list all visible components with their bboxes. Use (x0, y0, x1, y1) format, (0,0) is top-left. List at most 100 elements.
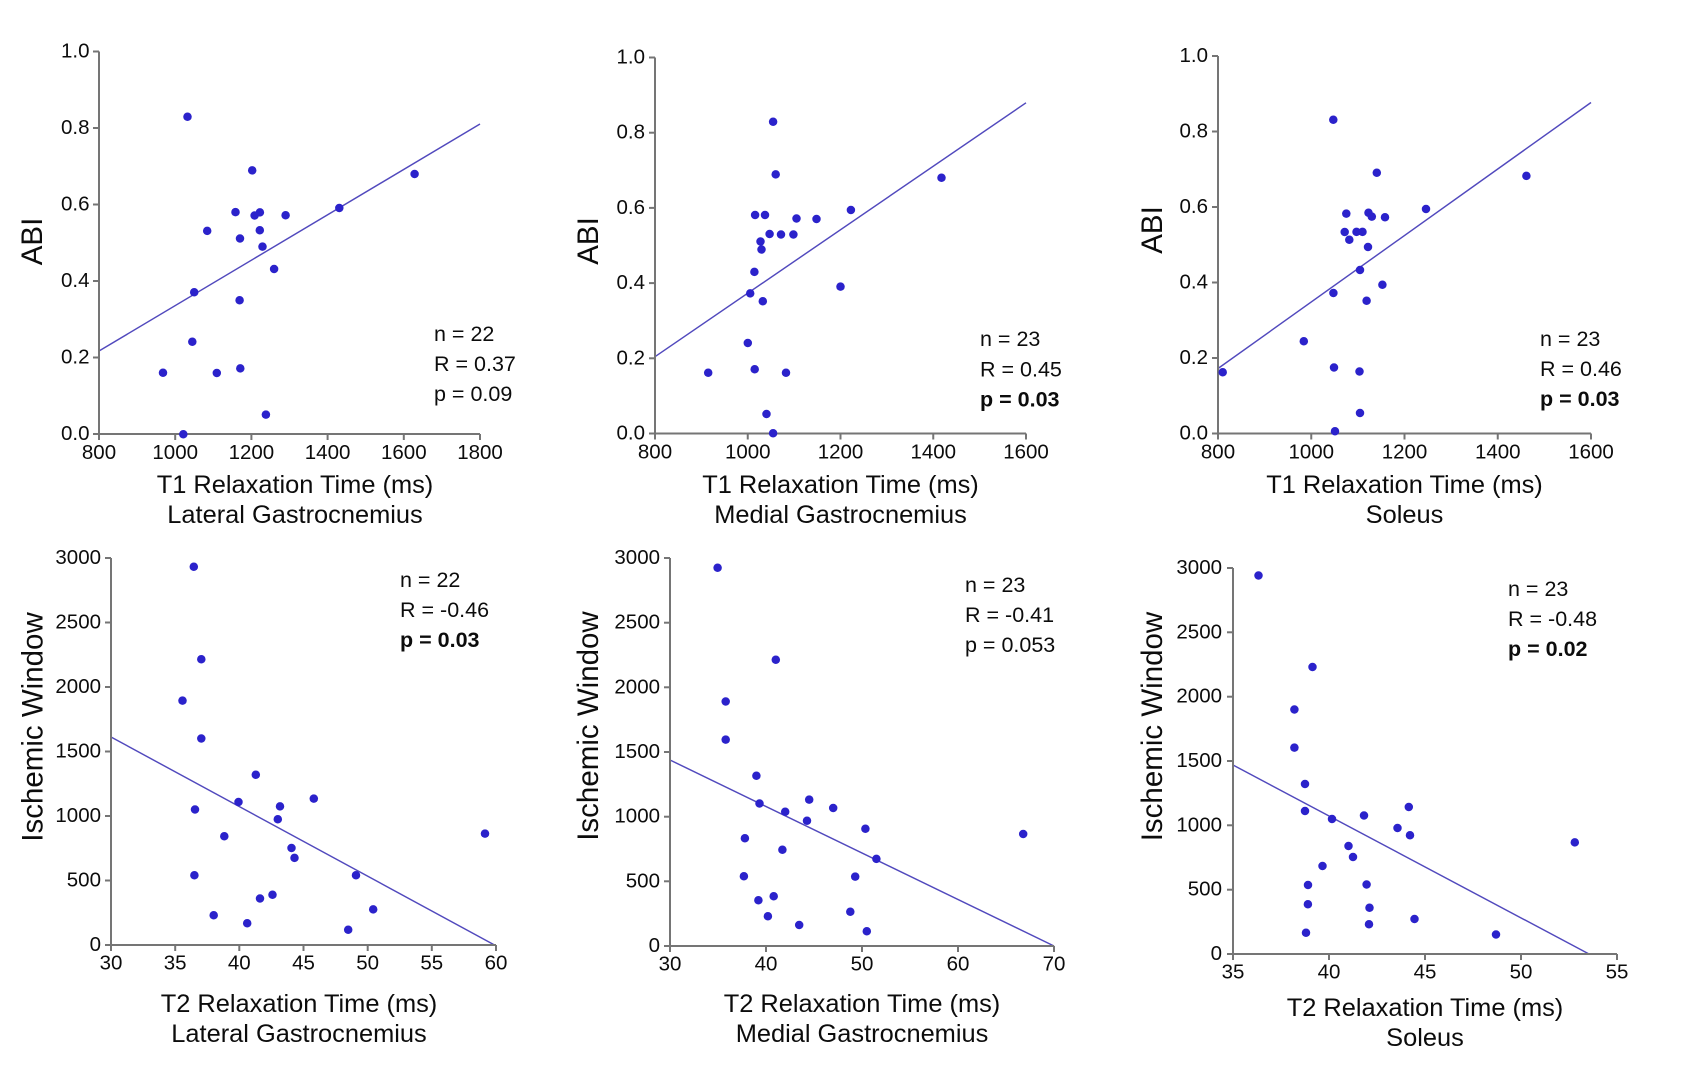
svg-text:0.4: 0.4 (61, 269, 90, 292)
svg-text:1000: 1000 (614, 805, 660, 828)
svg-text:0.6: 0.6 (617, 196, 646, 219)
svg-text:Lateral Gastrocnemius: Lateral Gastrocnemius (167, 501, 422, 529)
svg-text:Ischemic Window: Ischemic Window (1136, 611, 1169, 841)
svg-text:0.8: 0.8 (61, 116, 90, 139)
svg-text:1000: 1000 (1288, 441, 1334, 464)
svg-text:0.2: 0.2 (61, 346, 90, 369)
svg-text:Ischemic Window: Ischemic Window (572, 611, 605, 841)
svg-text:0.8: 0.8 (617, 121, 646, 144)
svg-text:0: 0 (649, 934, 660, 957)
svg-text:60: 60 (485, 952, 508, 975)
svg-text:1500: 1500 (614, 740, 660, 763)
svg-text:T2 Relaxation Time (ms): T2 Relaxation Time (ms) (724, 990, 1001, 1018)
svg-text:Ischemic Window: Ischemic Window (17, 612, 50, 842)
svg-text:0: 0 (1211, 942, 1222, 965)
svg-text:1800: 1800 (457, 441, 503, 464)
svg-text:2500: 2500 (614, 611, 660, 634)
svg-text:1600: 1600 (1003, 441, 1049, 464)
svg-text:30: 30 (659, 953, 682, 976)
svg-text:800: 800 (1201, 441, 1235, 464)
svg-text:70: 70 (1043, 953, 1066, 976)
svg-text:p = 0.03: p = 0.03 (400, 628, 480, 652)
svg-text:Medial Gastrocnemius: Medial Gastrocnemius (736, 1020, 989, 1048)
svg-text:0.8: 0.8 (1180, 120, 1209, 143)
svg-text:1500: 1500 (1176, 749, 1222, 772)
svg-text:T2 Relaxation Time (ms): T2 Relaxation Time (ms) (161, 990, 438, 1018)
svg-text:800: 800 (638, 441, 672, 464)
svg-text:0.2: 0.2 (1180, 346, 1209, 369)
svg-text:T1 Relaxation Time (ms): T1 Relaxation Time (ms) (157, 471, 434, 499)
svg-text:2000: 2000 (55, 675, 101, 698)
svg-text:0.4: 0.4 (617, 271, 646, 294)
svg-text:p = 0.09: p = 0.09 (434, 382, 512, 406)
svg-text:1.0: 1.0 (617, 46, 646, 69)
svg-text:1.0: 1.0 (61, 40, 90, 63)
svg-text:3000: 3000 (55, 546, 101, 569)
svg-text:1000: 1000 (725, 441, 771, 464)
svg-text:Medial Gastrocnemius: Medial Gastrocnemius (714, 501, 967, 529)
svg-text:R = -0.41: R = -0.41 (965, 603, 1054, 627)
svg-text:2500: 2500 (1176, 620, 1222, 643)
svg-text:R = 0.45: R = 0.45 (980, 358, 1062, 382)
svg-text:1400: 1400 (910, 441, 956, 464)
svg-text:1.0: 1.0 (1180, 44, 1209, 67)
svg-text:0.6: 0.6 (1180, 195, 1209, 218)
svg-text:R = -0.46: R = -0.46 (400, 598, 489, 622)
svg-text:500: 500 (626, 869, 660, 892)
svg-text:2000: 2000 (1176, 685, 1222, 708)
svg-text:0.0: 0.0 (1180, 422, 1209, 445)
svg-text:ABI: ABI (572, 217, 605, 265)
svg-text:ABI: ABI (1136, 206, 1169, 254)
svg-text:50: 50 (1510, 961, 1533, 984)
svg-text:p = 0.03: p = 0.03 (1540, 387, 1620, 411)
svg-text:1200: 1200 (1382, 441, 1428, 464)
svg-text:1400: 1400 (305, 441, 351, 464)
svg-text:35: 35 (1222, 961, 1245, 984)
svg-text:n = 23: n = 23 (965, 573, 1025, 597)
svg-text:40: 40 (228, 952, 251, 975)
svg-text:Soleus: Soleus (1366, 501, 1444, 529)
svg-text:500: 500 (67, 869, 101, 892)
svg-text:1500: 1500 (55, 740, 101, 763)
svg-text:1200: 1200 (818, 441, 864, 464)
svg-text:n = 23: n = 23 (1508, 577, 1568, 601)
svg-text:55: 55 (420, 952, 443, 975)
svg-text:0.2: 0.2 (617, 346, 646, 369)
svg-text:Soleus: Soleus (1386, 1024, 1464, 1052)
svg-text:R = 0.37: R = 0.37 (434, 352, 516, 376)
svg-text:500: 500 (1188, 878, 1222, 901)
svg-text:3000: 3000 (614, 546, 660, 569)
svg-text:p = 0.03: p = 0.03 (980, 388, 1060, 412)
svg-text:40: 40 (1318, 961, 1341, 984)
svg-text:R = 0.46: R = 0.46 (1540, 357, 1622, 381)
svg-text:n = 23: n = 23 (980, 327, 1040, 351)
svg-text:3000: 3000 (1176, 556, 1222, 579)
svg-text:n = 22: n = 22 (434, 322, 494, 346)
svg-text:50: 50 (356, 952, 379, 975)
svg-text:T1 Relaxation Time (ms): T1 Relaxation Time (ms) (1266, 471, 1543, 499)
svg-text:p = 0.02: p = 0.02 (1508, 637, 1588, 661)
svg-text:0: 0 (90, 933, 101, 956)
svg-text:0.0: 0.0 (617, 422, 646, 445)
svg-text:p = 0.053: p = 0.053 (965, 633, 1055, 657)
svg-text:0.0: 0.0 (61, 422, 90, 445)
svg-text:55: 55 (1606, 961, 1629, 984)
svg-text:800: 800 (82, 441, 116, 464)
svg-text:0.6: 0.6 (61, 193, 90, 216)
svg-text:50: 50 (851, 953, 874, 976)
svg-text:2000: 2000 (614, 675, 660, 698)
svg-text:0.4: 0.4 (1180, 271, 1209, 294)
svg-text:45: 45 (1414, 961, 1437, 984)
svg-text:60: 60 (947, 953, 970, 976)
svg-text:n = 22: n = 22 (400, 568, 460, 592)
svg-text:40: 40 (755, 953, 778, 976)
svg-text:30: 30 (100, 952, 123, 975)
svg-text:Lateral Gastrocnemius: Lateral Gastrocnemius (171, 1020, 426, 1048)
svg-text:1000: 1000 (152, 441, 198, 464)
svg-text:2500: 2500 (55, 611, 101, 634)
svg-text:1600: 1600 (1568, 441, 1614, 464)
svg-text:1400: 1400 (1475, 441, 1521, 464)
svg-text:T2 Relaxation Time (ms): T2 Relaxation Time (ms) (1287, 994, 1564, 1022)
svg-text:ABI: ABI (16, 218, 49, 266)
svg-text:35: 35 (164, 952, 187, 975)
